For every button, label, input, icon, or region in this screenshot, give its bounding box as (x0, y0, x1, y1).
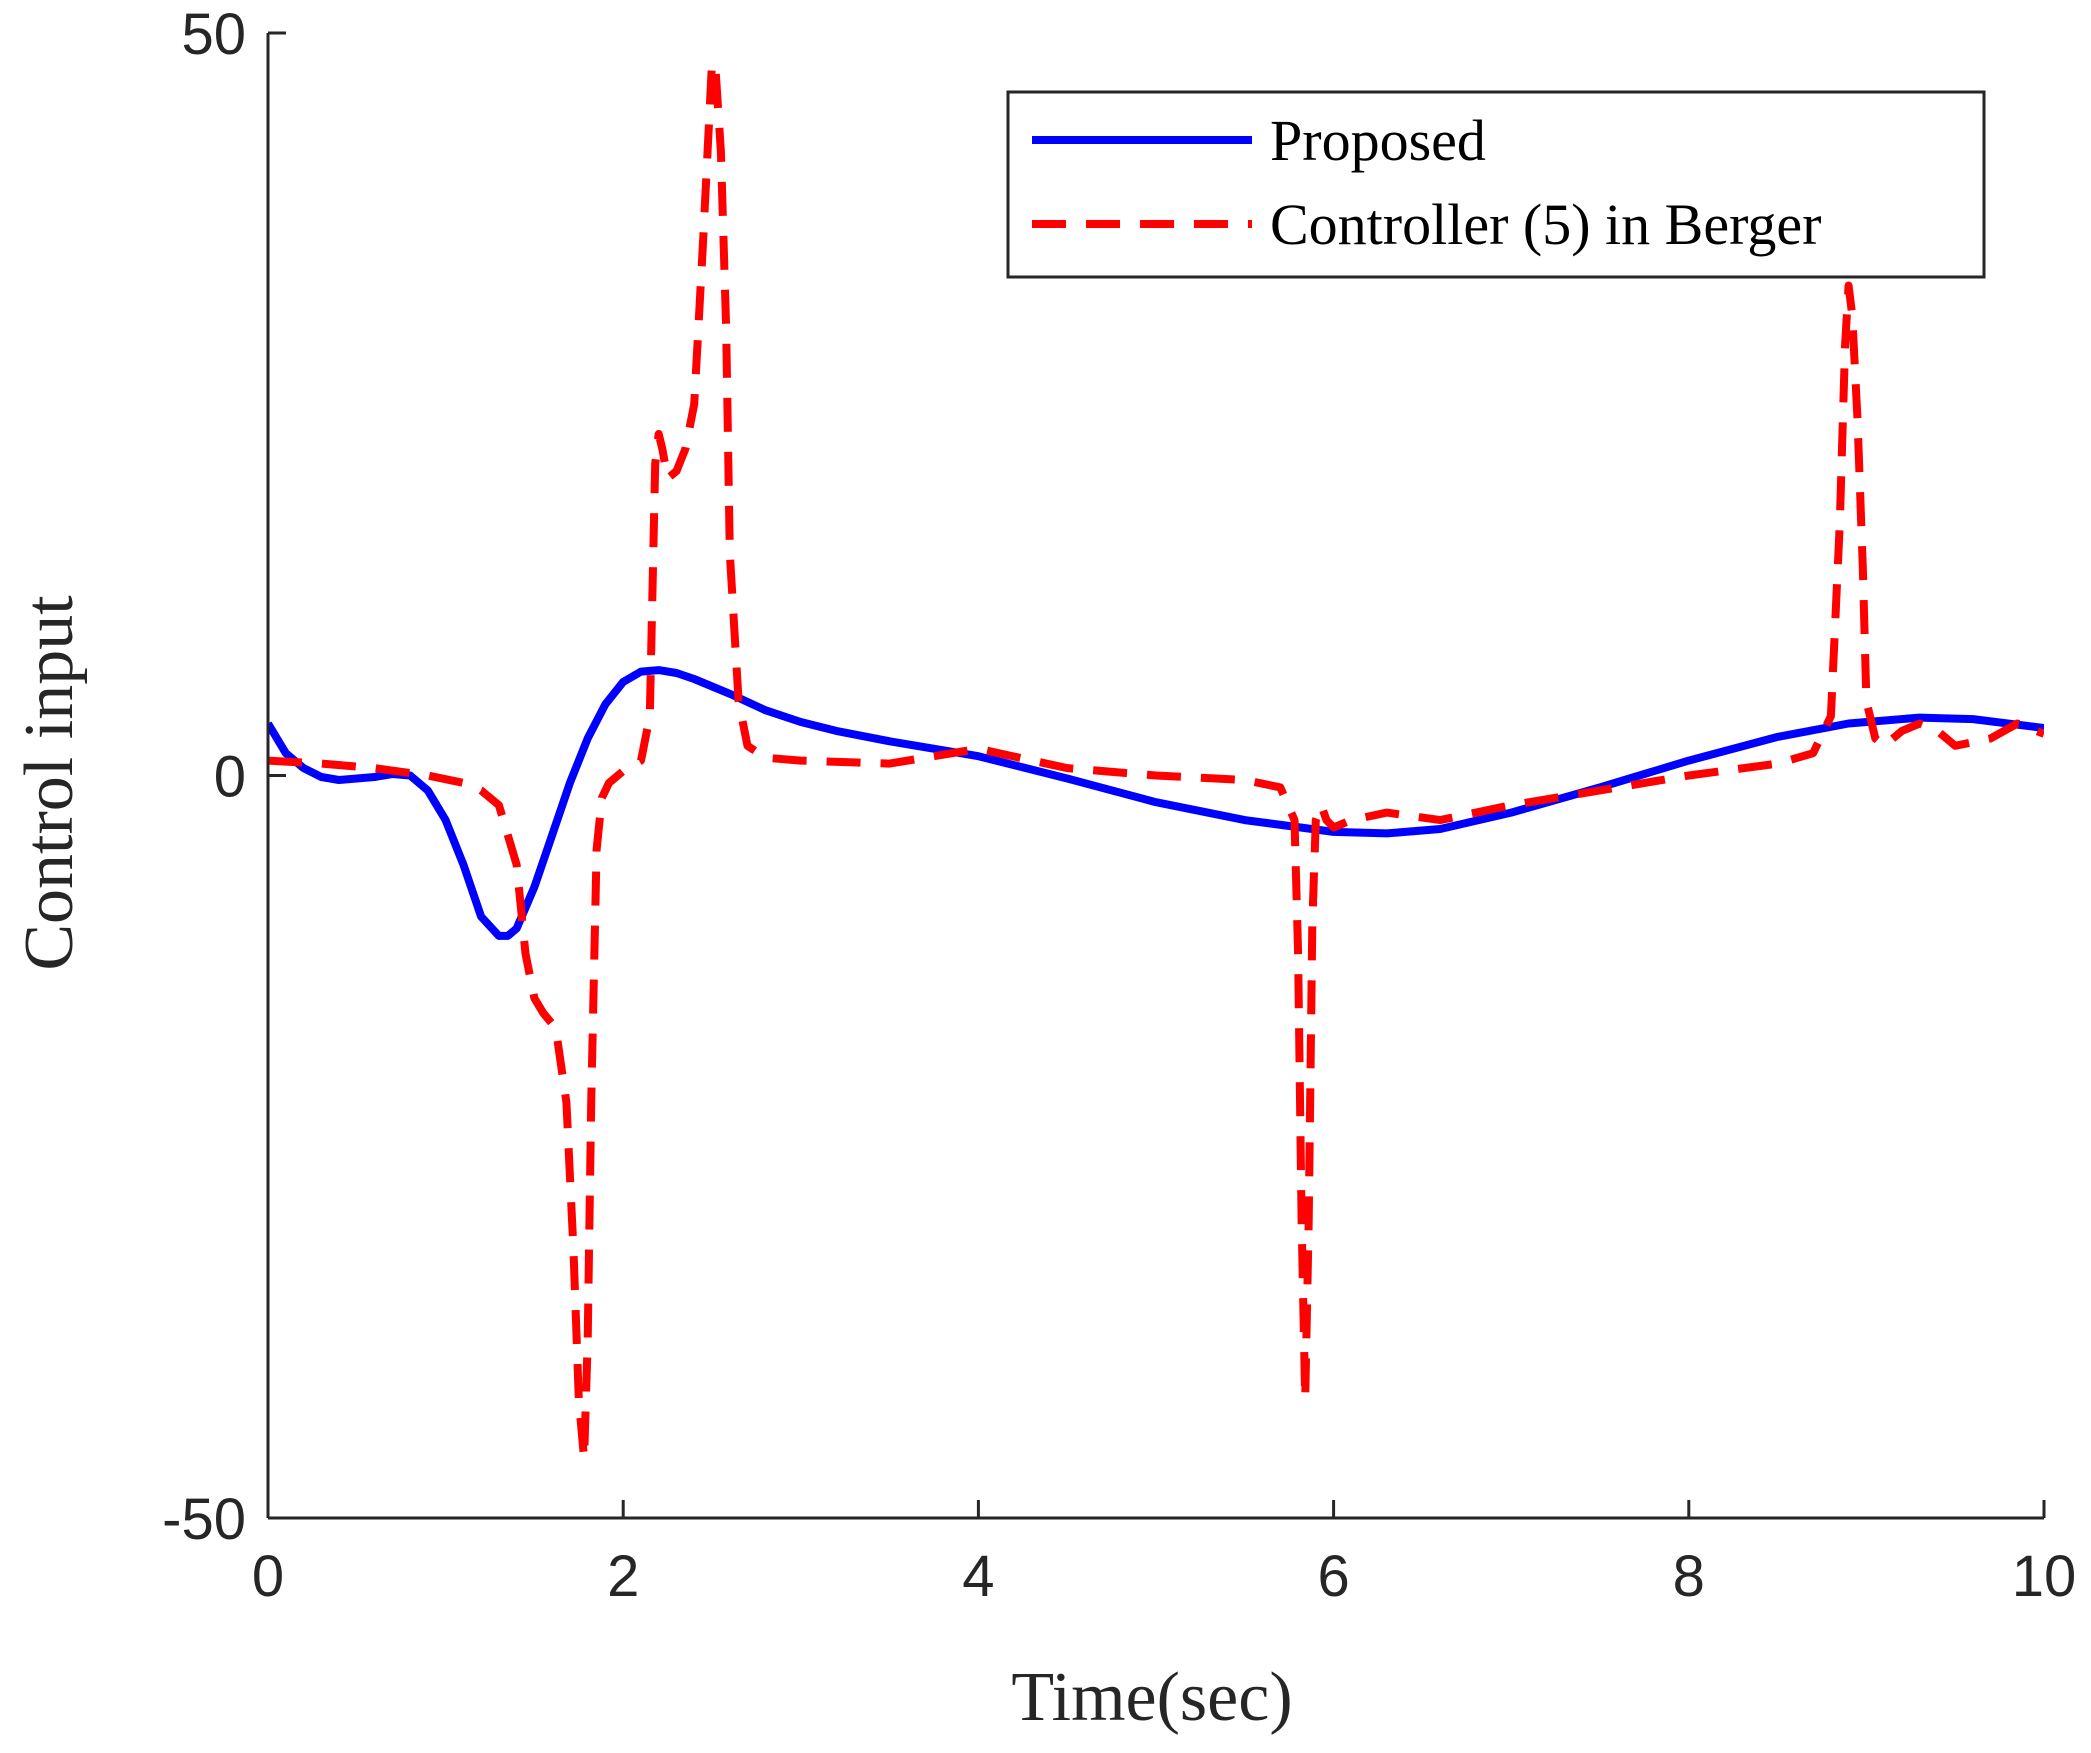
legend-label-berger: Controller (5) in Berger (1270, 192, 1821, 257)
y-tick-label: 0 (214, 745, 246, 810)
x-tick-label: 10 (2012, 1544, 2077, 1609)
x-tick-label: 0 (252, 1544, 284, 1609)
x-tick-label: 6 (1317, 1544, 1349, 1609)
y-axis-title: Control input (11, 595, 88, 971)
legend-label-proposed: Proposed (1270, 108, 1486, 173)
y-tick-label: 50 (181, 2, 246, 67)
y-tick-label: -50 (162, 1487, 246, 1552)
plot-area (268, 58, 2044, 1463)
x-tick-label: 2 (607, 1544, 639, 1609)
x-axis-title: Time(sec) (1011, 1659, 1292, 1736)
series-line-berger (268, 58, 2044, 1463)
x-tick-label: 8 (1673, 1544, 1705, 1609)
legend-box (1006, 90, 1986, 279)
x-tick-label: 4 (962, 1544, 994, 1609)
legend: Proposed Controller (5) in Berger (1006, 90, 1986, 279)
